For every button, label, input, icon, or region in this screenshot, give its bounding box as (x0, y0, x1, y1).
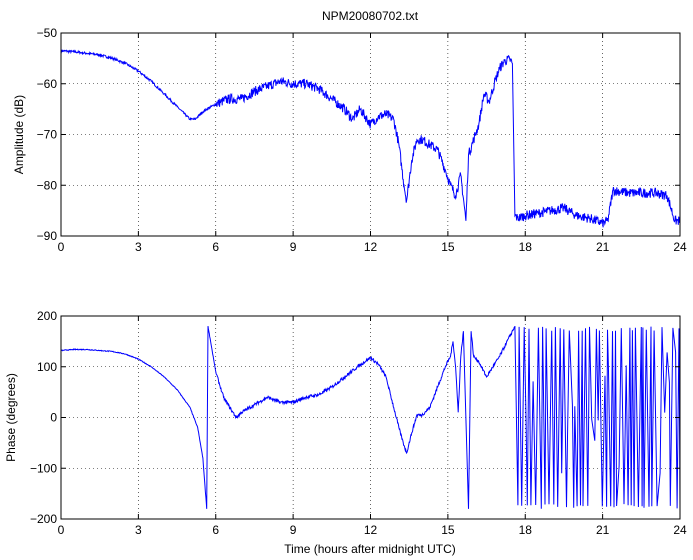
amplitude-plot-area (61, 33, 680, 236)
phase-y-tick-label: 100 (37, 360, 57, 374)
amplitude-y-tick-label: −70 (37, 128, 58, 142)
amplitude-y-tick-label: −80 (37, 178, 58, 192)
amplitude-series-line (60, 49, 681, 228)
amplitude-x-tick-label: 21 (596, 240, 610, 254)
amplitude-x-tick-label: 6 (212, 240, 219, 254)
phase-x-tick-label: 6 (212, 523, 219, 537)
amplitude-x-tick-label: 24 (673, 240, 687, 254)
amplitude-y-tick-label: −90 (37, 229, 58, 243)
amplitude-x-tick-label: 15 (441, 240, 455, 254)
phase-x-tick-label: 0 (58, 523, 65, 537)
phase-y-tick-label: 0 (50, 411, 57, 425)
phase-y-tick-label: 200 (37, 309, 57, 323)
amplitude-x-tick-label: 9 (290, 240, 297, 254)
amplitude-y-tick-label: −60 (37, 77, 58, 91)
phase-x-tick-label: 12 (364, 523, 378, 537)
phase-x-tick-label: 3 (135, 523, 142, 537)
amplitude-y-tick-label: −50 (37, 26, 58, 40)
amplitude-x-tick-label: 3 (135, 240, 142, 254)
phase-x-tick-label: 15 (441, 523, 455, 537)
phase-ticks: 0 3 6 9 12 15 18 21 24 −200 −100 0 100 200 (30, 309, 687, 537)
phase-y-axis-label: Phase (degrees) (4, 373, 18, 462)
phase-y-tick-label: −200 (30, 512, 57, 526)
phase-wrap-series-line (514, 326, 681, 509)
phase-x-axis-label: Time (hours after midnight UTC) (284, 542, 456, 556)
amplitude-panel: 0 3 6 9 12 15 18 21 24 −90 −80 −70 −60 −50 NPM2008070… (12, 9, 687, 254)
phase-y-tick-label: −100 (30, 461, 57, 475)
amplitude-series (60, 49, 681, 228)
chart-title: NPM20080702.txt (322, 9, 419, 23)
amplitude-y-axis-label: Amplitude (dB) (12, 95, 26, 174)
amplitude-x-tick-label: 18 (519, 240, 533, 254)
phase-series-line (60, 325, 516, 509)
phase-x-tick-label: 9 (290, 523, 297, 537)
phase-panel: 0 3 6 9 12 15 18 21 24 −200 −100 0 100 200 Phase (deg… (4, 309, 687, 556)
phase-x-tick-label: 18 (519, 523, 533, 537)
amplitude-x-tick-label: 0 (58, 240, 65, 254)
amplitude-x-tick-label: 12 (364, 240, 378, 254)
phase-x-tick-label: 21 (596, 523, 610, 537)
phase-series (60, 325, 681, 509)
phase-x-tick-label: 24 (673, 523, 687, 537)
amplitude-ticks: 0 3 6 9 12 15 18 21 24 −90 −80 −70 −60 −50 (37, 26, 687, 254)
